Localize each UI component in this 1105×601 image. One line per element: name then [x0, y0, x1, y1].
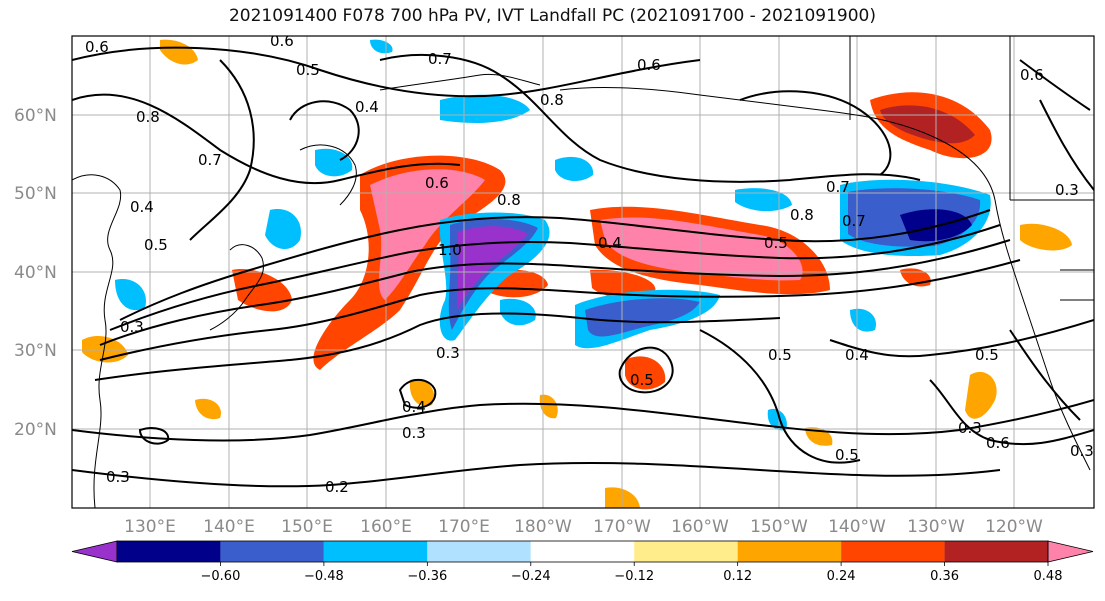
- longitude-axis: 130°E 140°E 150°E 160°E 170°E 180°W 170°…: [124, 517, 1043, 537]
- colorbar-segment: [530, 541, 635, 562]
- colorbar-outline: [116, 540, 1049, 563]
- contour-label: 1.0: [438, 241, 462, 259]
- lon-label: 120°W: [985, 517, 1043, 537]
- colorbar-tick-label: −0.24: [511, 569, 551, 584]
- lon-label: 150°E: [281, 517, 333, 537]
- contour-label: 0.7: [198, 151, 222, 169]
- map-title: 2021091400 F078 700 hPa PV, IVT Landfall…: [228, 6, 876, 26]
- contour-label: 0.8: [497, 191, 521, 209]
- contour-label: 0.4: [355, 98, 379, 116]
- colorbar-tick-label: 0.36: [930, 569, 959, 584]
- lon-label: 170°W: [593, 517, 651, 537]
- lat-label: 60°N: [14, 106, 57, 126]
- colorbar-segment: [737, 541, 842, 562]
- contour-label: 0.7: [428, 50, 452, 68]
- colorbar: −0.60 −0.48 −0.36 −0.24 −0.12 0.12 0.24 0.36 0.4…: [71, 540, 1094, 584]
- lon-label: 180°W: [514, 517, 572, 537]
- colorbar-segment: [220, 541, 324, 562]
- contour-label: 0.6: [1020, 66, 1044, 84]
- contour-label: 0.3: [120, 318, 144, 336]
- contour-label: 0.6: [986, 434, 1010, 452]
- colorbar-segment: [841, 541, 945, 562]
- lon-label: 160°E: [360, 517, 412, 537]
- lon-label: 130°E: [124, 517, 176, 537]
- colorbar-tick-label: 0.12: [723, 569, 752, 584]
- lat-label: 30°N: [14, 341, 57, 361]
- coastlines: [72, 36, 1094, 508]
- contour-label: 0.3: [106, 468, 130, 486]
- contour-label: 0.4: [845, 346, 869, 364]
- lon-label: 150°W: [750, 517, 808, 537]
- contour-label: 0.5: [296, 61, 320, 79]
- contour-label: 0.7: [842, 212, 866, 230]
- lon-label: 140°E: [203, 517, 255, 537]
- contour-labels: 0.6 0.6 0.5 0.7 0.6 0.8 0.4 0.8 0.7 0.4 …: [85, 32, 1094, 496]
- colorbar-tick-label: 0.24: [827, 569, 856, 584]
- contour-label: 0.3: [436, 344, 460, 362]
- contour-label: 0.5: [144, 236, 168, 254]
- lat-label: 40°N: [14, 263, 57, 283]
- latitude-axis: 60°N 50°N 40°N 30°N 20°N: [14, 106, 57, 440]
- contour-label: 0.8: [790, 206, 814, 224]
- lon-label: 170°E: [438, 517, 490, 537]
- colorbar-tick-label: 0.48: [1034, 569, 1063, 584]
- contour-label: 0.6: [85, 38, 109, 56]
- colorbar-segment: [323, 541, 428, 562]
- colorbar-extend-max: [1047, 540, 1094, 563]
- contour-label: 0.3: [958, 419, 982, 437]
- contour-label: 0.7: [826, 178, 850, 196]
- colorbar-segment: [427, 541, 531, 562]
- colorbar-segment: [634, 541, 738, 562]
- contour-label: 0.4: [402, 398, 426, 416]
- map-content: 0.6 0.6 0.5 0.7 0.6 0.8 0.4 0.8 0.7 0.4 …: [72, 32, 1094, 508]
- colorbar-tick-label: −0.36: [407, 569, 447, 584]
- pv-contours: [72, 46, 1094, 488]
- lon-label: 140°W: [828, 517, 886, 537]
- colorbar-extend-min: [71, 540, 118, 563]
- colorbar-tick-label: −0.48: [304, 569, 344, 584]
- contour-label: 0.5: [835, 446, 859, 464]
- contour-label: 0.4: [598, 234, 622, 252]
- contour-label: 0.4: [130, 198, 154, 216]
- lat-label: 20°N: [14, 420, 57, 440]
- map-frame: [71, 35, 1095, 509]
- contour-label: 0.5: [975, 346, 999, 364]
- contour-label: 0.6: [270, 32, 294, 50]
- lon-label: 130°W: [907, 517, 965, 537]
- contour-label: 0.6: [425, 174, 449, 192]
- colorbar-tick-label: −0.12: [614, 569, 654, 584]
- contour-label: 0.5: [630, 371, 654, 389]
- contour-label: 0.5: [768, 346, 792, 364]
- colorbar-segment: [117, 541, 221, 562]
- contour-label: 0.8: [136, 108, 160, 126]
- contour-label: 0.8: [540, 91, 564, 109]
- lat-label: 50°N: [14, 184, 57, 204]
- contour-label: 0.3: [402, 424, 426, 442]
- colorbar-tick-label: −0.60: [201, 569, 241, 584]
- lon-label: 160°W: [671, 517, 729, 537]
- colorbar-segment: [944, 541, 1048, 562]
- contour-label: 0.6: [637, 56, 661, 74]
- contour-label: 0.5: [764, 234, 788, 252]
- contour-label: 0.3: [1055, 181, 1079, 199]
- contour-label: 0.2: [325, 478, 349, 496]
- contour-label: 0.3: [1070, 442, 1094, 460]
- negative-anomaly-shading: [115, 39, 991, 431]
